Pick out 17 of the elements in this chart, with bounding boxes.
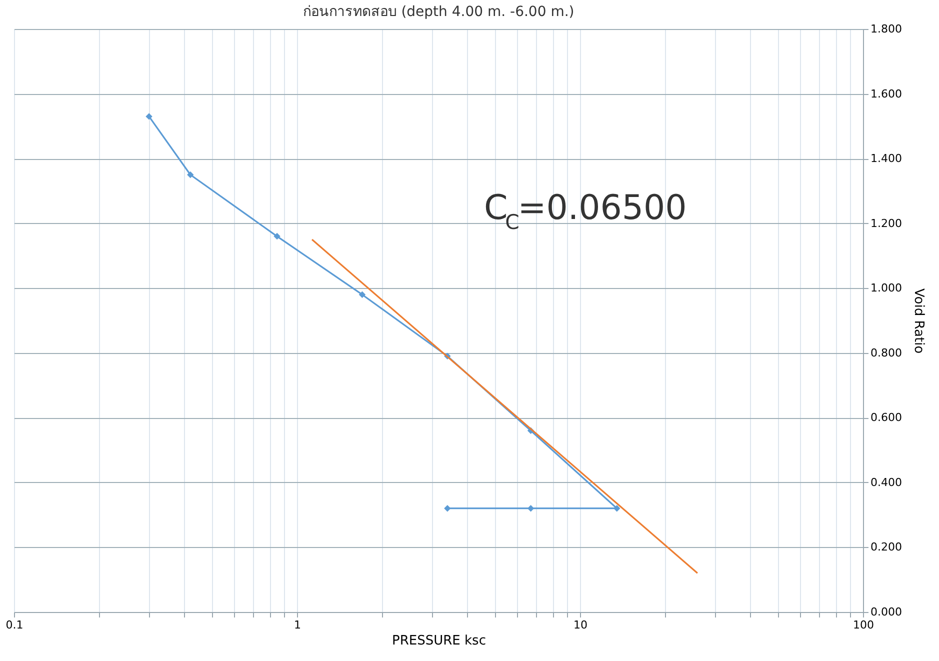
y-tick-label: 0.800 xyxy=(870,346,902,360)
x-tick-label: 10 xyxy=(574,618,588,632)
y-tick-label: 1.200 xyxy=(870,216,902,230)
y-tick-label: 0.200 xyxy=(870,540,902,554)
x-tick-label: 100 xyxy=(853,618,874,632)
y-tick-label: 1.000 xyxy=(870,282,902,295)
x-axis-title: PRESSURE ksc xyxy=(392,634,486,648)
y-tick-label: 1.400 xyxy=(870,152,902,166)
y-tick-label: 1.800 xyxy=(870,22,902,36)
y-tick-label: 1.600 xyxy=(870,87,902,100)
x-tick-label: 1 xyxy=(294,618,301,632)
y-tick-label: 0.600 xyxy=(870,411,902,424)
x-tick-label: 0.1 xyxy=(6,618,24,632)
chart-title: ก่อนการทดสอบ (depth 4.00 m. -6.00 m.) xyxy=(302,4,574,20)
y-tick-label: 0.000 xyxy=(870,606,902,618)
y-tick-label: 0.400 xyxy=(870,476,902,489)
y-axis-title: Void Ratio xyxy=(910,288,926,354)
